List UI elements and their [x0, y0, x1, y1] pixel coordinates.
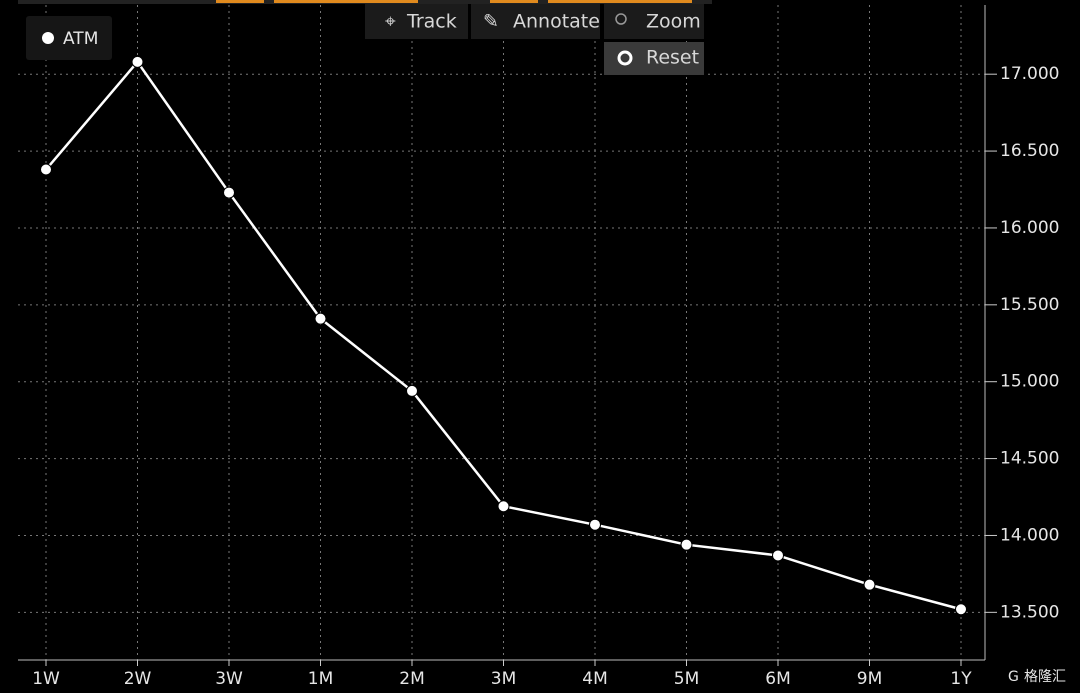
top-tab	[274, 0, 418, 3]
x-tick-label: 9M	[857, 669, 882, 689]
point	[223, 186, 235, 199]
x-tick-label: 3W	[215, 669, 243, 689]
toolbar: ⌖ Track ✎ Annotate Zoom Reset	[365, 4, 704, 75]
point	[40, 163, 52, 176]
watermark-logo: G	[1008, 669, 1019, 685]
point	[589, 518, 601, 531]
x-tick-label: 1Y	[950, 669, 972, 689]
reset-button[interactable]	[604, 42, 704, 75]
point	[772, 549, 784, 562]
legend-marker	[42, 32, 54, 44]
y-tick-label: 16.500	[1000, 141, 1059, 161]
watermark-bg	[1000, 664, 1080, 693]
x-tick-label: 2M	[399, 669, 424, 689]
point	[497, 500, 510, 513]
y-tick-label: 17.000	[1000, 64, 1059, 84]
top-tab	[490, 0, 538, 3]
zoom-button[interactable]	[604, 4, 704, 39]
annotate-button[interactable]	[471, 4, 600, 39]
y-tick-label: 15.500	[1000, 295, 1059, 315]
annotate-label[interactable]: Annotate	[513, 11, 600, 33]
x-tick-label: 1M	[308, 669, 333, 689]
x-tick-label: 4M	[582, 669, 607, 689]
y-tick-label: 13.500	[1000, 602, 1059, 622]
x-tick-label: 1W	[32, 669, 60, 689]
track-label[interactable]: Track	[406, 11, 457, 33]
reset-icon	[617, 50, 633, 66]
point	[131, 55, 144, 68]
point	[314, 312, 327, 325]
y-tick-label: 15.000	[1000, 372, 1059, 392]
x-tick-label: 3M	[491, 669, 516, 689]
point	[680, 538, 693, 551]
x-tick-label: 5M	[674, 669, 699, 689]
point	[955, 603, 967, 616]
zoom-label[interactable]: Zoom	[646, 11, 701, 33]
watermark: 格隆汇	[1024, 669, 1066, 685]
top-tab	[216, 0, 264, 3]
y-tick-label: 16.000	[1000, 218, 1059, 238]
track-button[interactable]	[365, 4, 468, 39]
legend-label: ATM	[63, 29, 98, 49]
x-tick-label: 6M	[765, 669, 790, 689]
point	[863, 578, 876, 591]
y-tick-label: 14.500	[1000, 449, 1059, 469]
x-tick-label: 2W	[124, 669, 152, 689]
annotate-icon: ✎	[483, 11, 499, 33]
top-tab	[548, 0, 692, 3]
y-tick-label: 14.000	[1000, 525, 1059, 545]
zoom-icon	[615, 13, 627, 25]
reset-label[interactable]: Reset	[646, 47, 699, 69]
legend	[26, 16, 112, 60]
grid	[18, 5, 985, 660]
track-icon: ⌖	[385, 11, 396, 33]
point	[406, 384, 418, 397]
plot	[40, 55, 967, 616]
